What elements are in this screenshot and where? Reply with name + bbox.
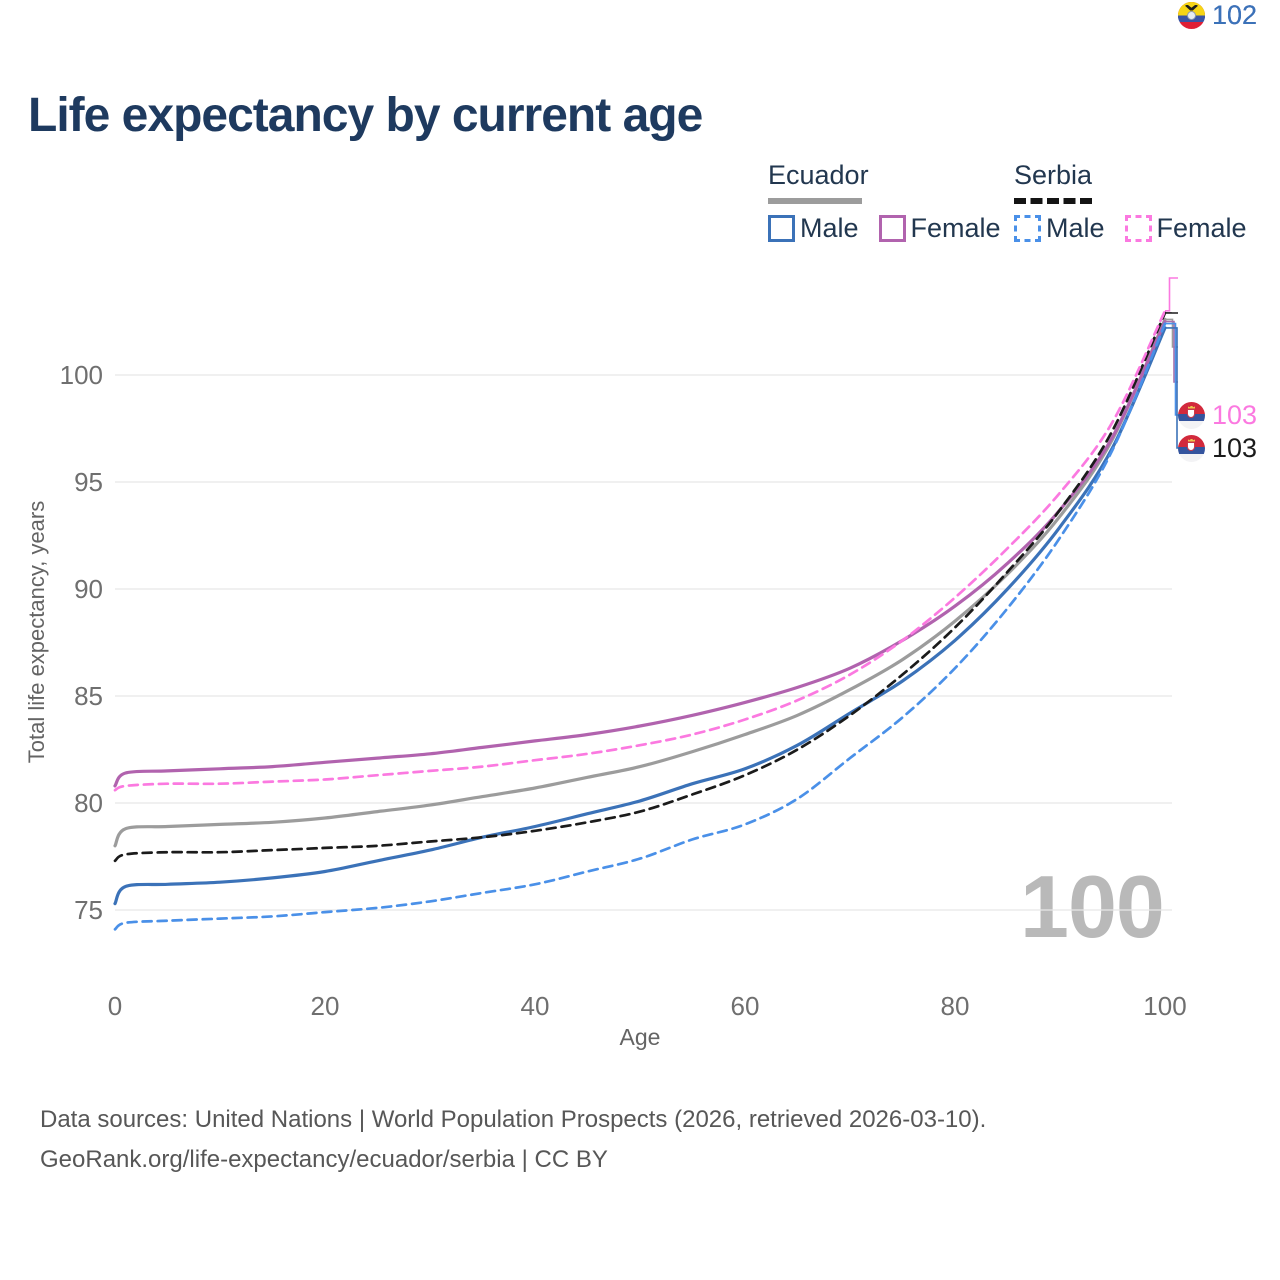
y-tick-label: 95 [74,467,103,497]
current-age-watermark: 100 [1020,857,1165,956]
y-tick-label: 90 [74,574,103,604]
end-value: 102 [1212,0,1258,30]
legend-item-label: Female [910,213,1001,243]
legend-item-ecuador-female[interactable]: Female [878,213,1001,244]
legend-item-label: Male [1046,213,1105,243]
y-tick-label: 100 [60,360,103,390]
series-line-serbia-female[interactable] [113,309,1167,792]
legend-item-label: Female [1156,213,1247,243]
series-end-label: 102 [1178,0,1257,30]
page-title: Life expectancy by current age [28,89,703,142]
serbia-female-swatch [1124,215,1152,242]
legend-item-serbia-male[interactable]: Male [1014,213,1105,244]
legend-group-ecuador: Ecuador Male Female [768,160,1001,244]
end-label-connector [1165,277,1178,312]
ecuador-flag-icon [1178,1,1205,29]
ecuador-male-swatch [768,215,795,242]
end-label-connector [1165,322,1178,416]
end-value: 102 [1212,0,1258,30]
source-url[interactable]: GeoRank.org/life-expectancy/ecuador/serb… [40,1146,608,1173]
serbia-flag-icon [1178,401,1205,429]
legend-group-label-serbia[interactable]: Serbia [1014,160,1093,190]
legend-items-serbia: Male Female [1014,213,1247,244]
y-axis-title: Total life expectancy, years [24,501,49,764]
x-tick-label: 100 [1143,991,1186,1021]
y-tick-label: 85 [74,681,103,711]
ecuador-solid-line-sample [768,198,862,204]
ecuador-female-swatch [878,215,906,242]
x-tick-label: 40 [521,991,550,1021]
end-value: 103 [1212,399,1258,430]
x-tick-label: 80 [941,991,970,1021]
end-value: 102 [1212,0,1258,30]
x-tick-label: 0 [108,991,122,1021]
end-value: 102 [1212,0,1258,30]
series-end-label: 103 [1178,433,1257,463]
x-tick-label: 20 [311,991,340,1021]
y-tick-label: 75 [74,895,103,925]
legend-group-serbia: Serbia Male Female [1014,160,1247,244]
serbia-male-swatch [1014,215,1041,242]
y-tick-label: 80 [74,788,103,818]
series-end-label: 103 [1178,400,1257,430]
series-line-serbia-male[interactable] [113,322,1167,931]
x-tick-label: 60 [731,991,760,1021]
end-value: 103 [1212,432,1258,463]
legend-item-ecuador-male[interactable]: Male [768,213,859,244]
series-line-serbia-both-sexes[interactable] [113,311,1167,863]
series-line-ecuador-both-sexes[interactable] [113,317,1167,848]
line-chart: 75 80 85 90 95 100 0 20 40 60 80 100 Total life expe… [24,277,1187,1050]
legend-group-label-ecuador[interactable]: Ecuador [768,160,869,190]
legend-item-label: Male [800,213,859,243]
series-line-ecuador-female[interactable] [113,319,1167,788]
x-axis-title: Age [620,1024,661,1050]
series-line-ecuador-male[interactable] [113,326,1167,906]
serbia-dashed-line-sample [1014,198,1092,204]
legend-items-ecuador: Male Female [768,213,1001,244]
data-sources-note: Data sources: United Nations | World Pop… [40,1106,987,1133]
end-label-connector [1165,327,1178,449]
serbia-flag-icon [1178,434,1205,462]
legend-item-serbia-female[interactable]: Female [1124,213,1247,244]
